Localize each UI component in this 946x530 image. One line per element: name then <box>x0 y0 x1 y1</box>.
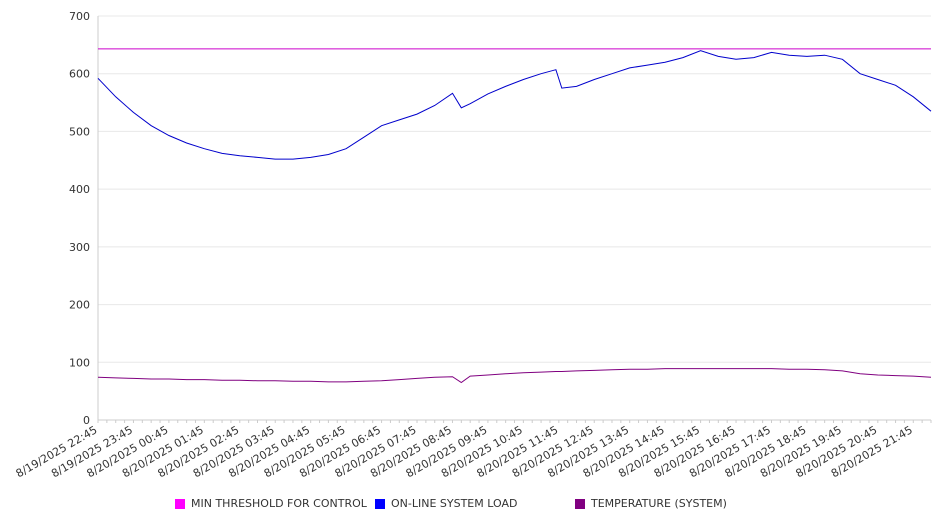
y-tick-label: 200 <box>69 299 90 312</box>
legend-label-min-threshold: MIN THRESHOLD FOR CONTROL <box>191 497 367 510</box>
y-tick-label: 0 <box>83 414 90 427</box>
y-tick-label: 500 <box>69 125 90 138</box>
legend-item-min-threshold: MIN THRESHOLD FOR CONTROL <box>175 497 367 510</box>
axes <box>97 16 932 423</box>
legend-swatch-system-load <box>375 498 385 509</box>
legend-label-temperature: TEMPERATURE (SYSTEM) <box>591 497 727 510</box>
gridlines <box>98 15 931 363</box>
x-tick-labels: 8/19/2025 22:458/19/2025 23:458/20/2025 … <box>14 423 915 480</box>
legend-item-system-load: ON-LINE SYSTEM LOAD <box>375 497 517 510</box>
y-tick-label: 600 <box>69 68 90 81</box>
series-line-system-load <box>97 50 932 160</box>
chart-legend: MIN THRESHOLD FOR CONTROL ON-LINE SYSTEM… <box>0 497 946 515</box>
legend-swatch-temperature <box>575 498 585 509</box>
y-tick-label: 100 <box>69 356 90 369</box>
legend-swatch-min-threshold <box>175 498 185 509</box>
y-tick-label: 300 <box>69 241 90 254</box>
series-lines <box>97 48 932 384</box>
legend-item-temperature: TEMPERATURE (SYSTEM) <box>575 497 727 510</box>
y-tick-labels: 0 100 200 300 400 500 600 700 <box>69 10 90 427</box>
y-tick-label: 700 <box>69 10 90 23</box>
y-tick-label: 400 <box>69 183 90 196</box>
series-line-temperature <box>97 368 932 384</box>
legend-label-system-load: ON-LINE SYSTEM LOAD <box>391 497 518 510</box>
